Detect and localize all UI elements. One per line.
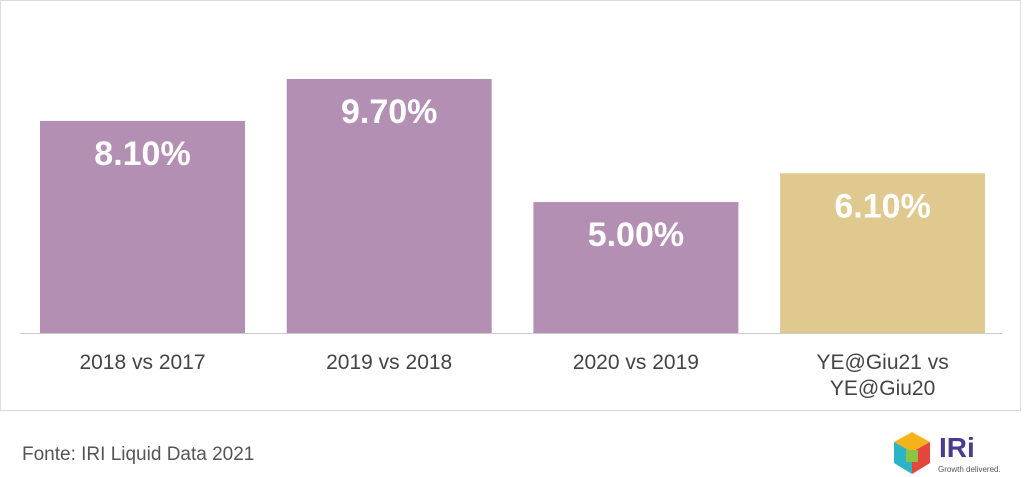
logo-mark	[894, 432, 930, 474]
logo-tagline: Growth delivered.	[938, 465, 1001, 474]
logo-name: IRi	[939, 432, 975, 463]
x-tick-label: 2018 vs 2017	[79, 351, 206, 374]
value-label: 6.10%	[834, 187, 930, 225]
source-note: Fonte: IRI Liquid Data 2021	[22, 444, 255, 465]
bar	[780, 173, 986, 333]
bar	[40, 120, 245, 333]
bar	[533, 202, 739, 333]
x-tick-label: 2020 vs 2019	[572, 351, 699, 374]
chart-frame	[0, 0, 1021, 411]
x-tick-label: YE@Giu21 vs YE@Giu20	[816, 351, 949, 400]
bar	[286, 79, 492, 333]
x-tick-label: 2019 vs 2018	[326, 351, 453, 374]
value-label: 9.70%	[341, 93, 437, 131]
value-label: 8.10%	[94, 135, 190, 173]
value-label: 5.00%	[588, 216, 684, 254]
